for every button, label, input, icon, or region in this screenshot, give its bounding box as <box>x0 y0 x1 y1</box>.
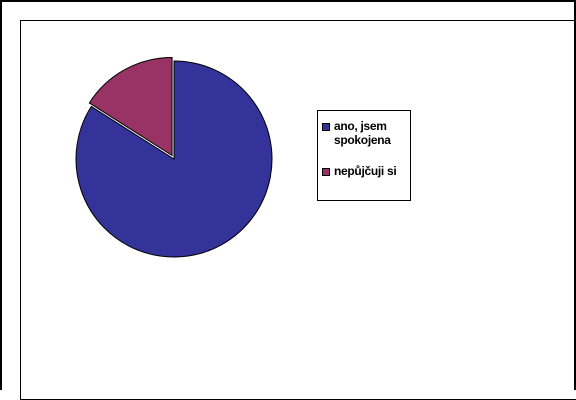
pie-slice-0 <box>75 60 273 258</box>
legend-swatch-0 <box>322 123 330 131</box>
legend-label-0: ano, jsem spokojena <box>334 119 391 147</box>
legend-label-1: nepůjčuji si <box>334 164 397 178</box>
legend-swatch-1 <box>322 168 330 176</box>
legend-item-1: nepůjčuji si <box>322 164 408 178</box>
legend-item-0: ano, jsem spokojena <box>322 119 408 147</box>
legend: ano, jsem spokojena nepůjčuji si <box>317 110 411 201</box>
pie-chart <box>75 56 273 258</box>
pie-slice-1 <box>88 56 173 157</box>
